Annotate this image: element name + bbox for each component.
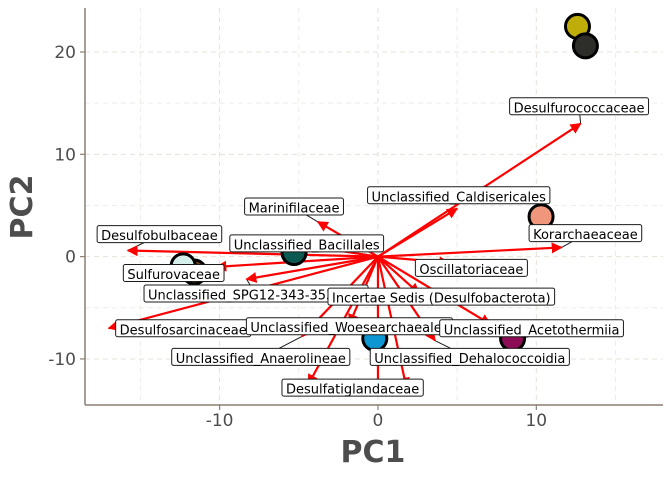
loading-label: Unclassified_Dehalococcoidia [369, 347, 570, 367]
loading-label-text: Unclassified_Bacillales [234, 238, 380, 253]
loading-label-text: Unclassified_Dehalococcoidia [374, 352, 565, 367]
axes: -10 0 10 -10 0 10 20 [48, 8, 663, 431]
loading-label-box [367, 186, 551, 205]
loading-label-text: Korarchaeaceae [533, 228, 638, 243]
loading-label-text: Desulfosarcinaceae [120, 323, 247, 338]
loading-label-text: Unclassified_SPG12-343-353-B69 [148, 288, 364, 303]
loading-label: Desulfosarcinaceae [115, 319, 252, 338]
loading-label: Desulfobulbaceae [96, 225, 223, 244]
sample-point [571, 32, 599, 60]
loading-label: Incertae Sedis (Desulfobacterota) [327, 287, 556, 307]
loading-label-box [122, 264, 225, 283]
loading-label-text: Sulfurovaceae [127, 268, 220, 283]
loading-label-box [369, 347, 570, 366]
y-axis-title: PC2 [5, 175, 40, 240]
loading-labels: Desulfurococcaceae Unclassified_Caldiseri… [96, 97, 650, 398]
y-tick-label: 10 [54, 145, 76, 165]
loading-label: Unclassified_Caldisericales [367, 186, 551, 205]
loading-label-text: Desulfurococcaceae [514, 101, 645, 116]
loading-arrow [126, 245, 378, 258]
loading-label-box [509, 97, 650, 116]
loading-label: Desulfurococcaceae [509, 97, 650, 116]
loading-label-box [327, 287, 556, 306]
loading-label-box [528, 224, 643, 243]
loading-label: Sulfurovaceae [122, 264, 225, 283]
loading-label-text: Unclassified_Acetothermiia [444, 323, 620, 338]
y-tick-label: 0 [65, 248, 76, 268]
loading-label-text: Unclassified_Caldisericales [372, 190, 547, 205]
loading-label: Desulfatiglandaceae [281, 378, 424, 398]
loading-label: Korarchaeaceae [528, 224, 643, 243]
loading-label: Unclassified_Woesearchaeales [245, 317, 454, 336]
loading-label: Marinifilaceae [244, 197, 344, 217]
loading-label-text: Oscillatoriaceae [419, 263, 523, 278]
loading-arrow [377, 255, 420, 295]
loading-label: Oscillatoriaceae [414, 258, 528, 278]
loading-label: Unclassified_Anaerolineae [171, 347, 351, 367]
loading-label: Unclassified_SPG12-343-353-B69 [143, 284, 369, 303]
loading-label-box [244, 197, 344, 216]
loading-label-box [96, 225, 223, 244]
y-tick-label: 20 [54, 43, 76, 63]
loading-arrow [377, 242, 563, 258]
loading-label-text: Unclassified_Woesearchaeales [250, 321, 448, 336]
loading-label-text: Marinifilaceae [249, 202, 340, 217]
loading-label-text: Desulfobulbaceae [101, 229, 218, 244]
x-axis-title: PC1 [341, 435, 406, 470]
x-tick-label: -10 [206, 411, 234, 431]
loading-label-box [171, 347, 351, 366]
loading-label: Unclassified_Acetothermiia [439, 319, 624, 338]
loading-label-text: Incertae Sedis (Desulfobacterota) [332, 292, 551, 307]
loading-label-box [281, 378, 424, 397]
loading-label-text: Desulfatiglandaceae [286, 383, 419, 398]
loading-arrow [245, 255, 379, 283]
y-tick-label: -10 [48, 350, 76, 370]
loading-label-box [229, 234, 385, 253]
x-tick-label: 0 [373, 411, 384, 431]
loading-arrow [377, 207, 459, 258]
x-tick-label: 10 [525, 411, 547, 431]
loading-label: Unclassified_Bacillales [229, 234, 385, 253]
loading-label-text: Unclassified_Anaerolineae [176, 352, 346, 367]
loading-label-box [414, 258, 528, 277]
loading-label-box [439, 319, 624, 338]
